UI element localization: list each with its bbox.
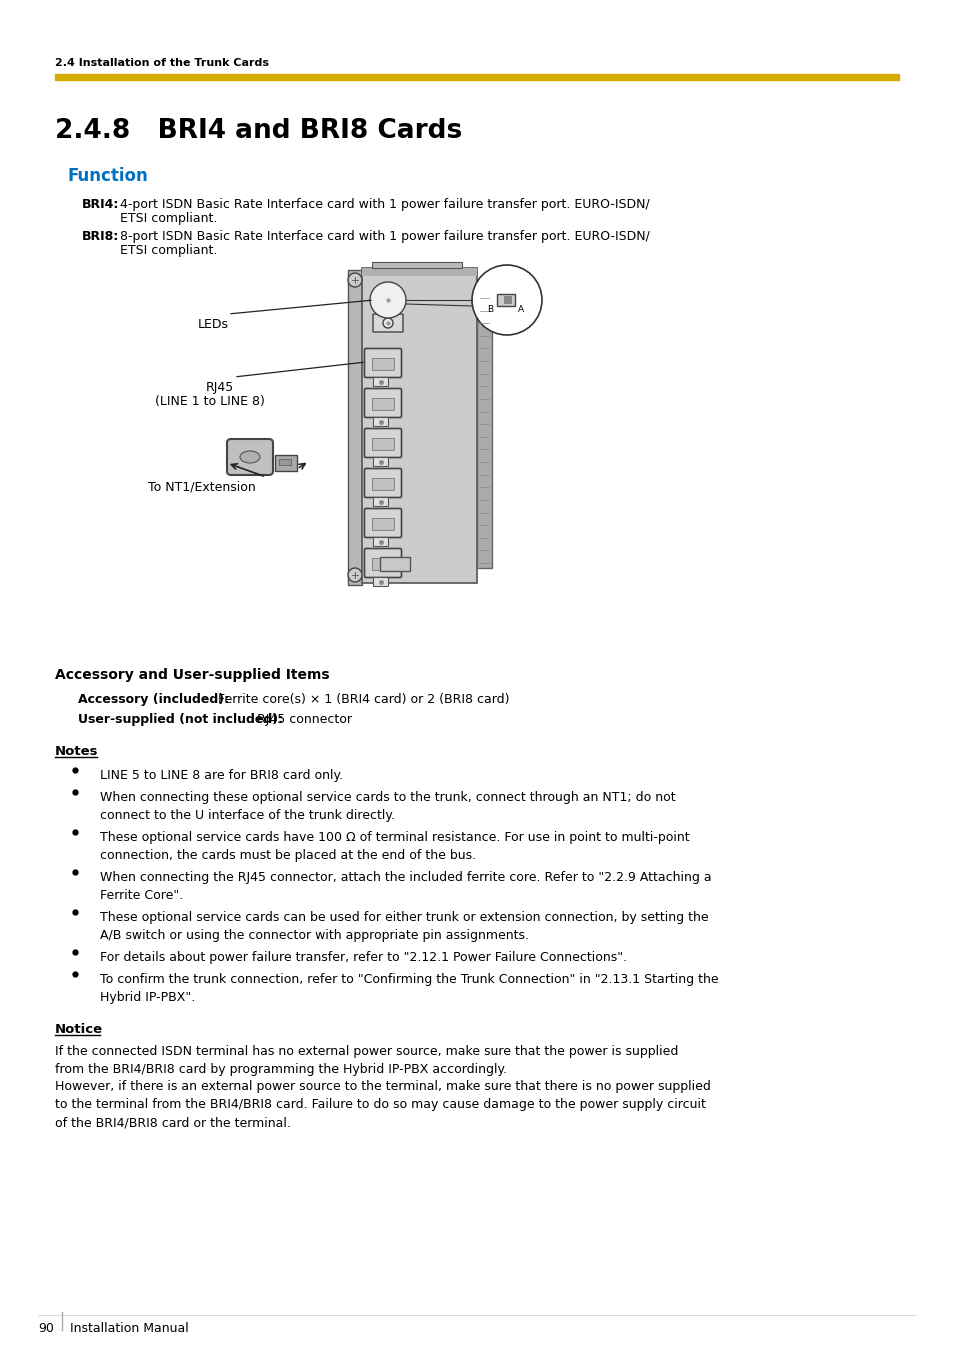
Text: User-supplied (not included):: User-supplied (not included): bbox=[78, 713, 283, 725]
Text: BRI4:: BRI4: bbox=[82, 199, 119, 211]
Bar bbox=[55, 74, 898, 80]
FancyBboxPatch shape bbox=[274, 455, 296, 471]
FancyBboxPatch shape bbox=[374, 458, 388, 466]
FancyBboxPatch shape bbox=[373, 313, 402, 332]
Bar bbox=[372, 517, 394, 530]
Text: Ferrite core(s) × 1 (BRI4 card) or 2 (BRI8 card): Ferrite core(s) × 1 (BRI4 card) or 2 (BR… bbox=[213, 693, 509, 707]
Circle shape bbox=[348, 273, 361, 286]
FancyBboxPatch shape bbox=[364, 349, 401, 377]
FancyBboxPatch shape bbox=[227, 439, 273, 476]
Text: If the connected ISDN terminal has no external power source, make sure that the : If the connected ISDN terminal has no ex… bbox=[55, 1046, 678, 1075]
Bar bbox=[372, 262, 461, 267]
Text: LINE 5 to LINE 8 are for BRI8 card only.: LINE 5 to LINE 8 are for BRI8 card only. bbox=[100, 769, 343, 782]
Bar bbox=[379, 557, 410, 571]
Circle shape bbox=[382, 295, 393, 305]
Text: These optional service cards can be used for either trunk or extension connectio: These optional service cards can be used… bbox=[100, 911, 708, 942]
Bar bbox=[348, 270, 361, 585]
Text: These optional service cards have 100 Ω of terminal resistance. For use in point: These optional service cards have 100 Ω … bbox=[100, 831, 689, 862]
Text: B: B bbox=[486, 305, 493, 313]
FancyBboxPatch shape bbox=[497, 295, 515, 305]
FancyBboxPatch shape bbox=[374, 577, 388, 586]
Text: Notice: Notice bbox=[55, 1023, 103, 1036]
Bar bbox=[476, 293, 492, 567]
Bar bbox=[372, 558, 394, 570]
Text: Notes: Notes bbox=[55, 744, 98, 758]
FancyBboxPatch shape bbox=[364, 389, 401, 417]
Circle shape bbox=[370, 282, 406, 317]
Text: 90: 90 bbox=[38, 1323, 53, 1335]
Text: ETSI compliant.: ETSI compliant. bbox=[120, 212, 217, 226]
Bar bbox=[278, 459, 291, 465]
Text: For details about power failure transfer, refer to "2.12.1 Power Failure Connect: For details about power failure transfer… bbox=[100, 951, 626, 965]
Bar bbox=[372, 438, 394, 450]
Text: To NT1/Extension: To NT1/Extension bbox=[148, 481, 255, 494]
Bar bbox=[372, 478, 394, 490]
Text: 2.4 Installation of the Trunk Cards: 2.4 Installation of the Trunk Cards bbox=[55, 58, 269, 68]
Circle shape bbox=[348, 567, 361, 582]
Text: Accessory (included):: Accessory (included): bbox=[78, 693, 229, 707]
FancyBboxPatch shape bbox=[374, 417, 388, 427]
Text: LEDs: LEDs bbox=[198, 317, 229, 331]
Bar bbox=[361, 267, 476, 276]
Text: Function: Function bbox=[68, 168, 149, 185]
Text: However, if there is an external power source to the terminal, make sure that th: However, if there is an external power s… bbox=[55, 1079, 710, 1129]
Bar bbox=[372, 399, 394, 409]
FancyBboxPatch shape bbox=[374, 538, 388, 547]
Text: RJ45 connector: RJ45 connector bbox=[253, 713, 352, 725]
Text: RJ45: RJ45 bbox=[206, 381, 234, 394]
Text: Installation Manual: Installation Manual bbox=[70, 1323, 189, 1335]
Text: Accessory and User-supplied Items: Accessory and User-supplied Items bbox=[55, 667, 330, 682]
Bar bbox=[361, 267, 476, 584]
Text: BRI8:: BRI8: bbox=[82, 230, 119, 243]
Text: 2.4.8   BRI4 and BRI8 Cards: 2.4.8 BRI4 and BRI8 Cards bbox=[55, 118, 462, 145]
FancyBboxPatch shape bbox=[373, 290, 402, 309]
Text: ETSI compliant.: ETSI compliant. bbox=[120, 245, 217, 257]
FancyBboxPatch shape bbox=[364, 508, 401, 538]
FancyBboxPatch shape bbox=[374, 377, 388, 386]
Text: A: A bbox=[517, 305, 523, 313]
Ellipse shape bbox=[240, 451, 260, 463]
Text: To confirm the trunk connection, refer to "Confirming the Trunk Connection" in ": To confirm the trunk connection, refer t… bbox=[100, 973, 718, 1004]
Text: When connecting the RJ45 connector, attach the included ferrite core. Refer to ": When connecting the RJ45 connector, atta… bbox=[100, 871, 711, 902]
Circle shape bbox=[382, 317, 393, 328]
FancyBboxPatch shape bbox=[374, 497, 388, 507]
FancyBboxPatch shape bbox=[364, 469, 401, 497]
Text: 4-port ISDN Basic Rate Interface card with 1 power failure transfer port. EURO-I: 4-port ISDN Basic Rate Interface card wi… bbox=[120, 199, 649, 211]
Text: 8-port ISDN Basic Rate Interface card with 1 power failure transfer port. EURO-I: 8-port ISDN Basic Rate Interface card wi… bbox=[120, 230, 649, 243]
Circle shape bbox=[472, 265, 541, 335]
Bar bbox=[503, 296, 512, 304]
Text: When connecting these optional service cards to the trunk, connect through an NT: When connecting these optional service c… bbox=[100, 790, 675, 821]
FancyBboxPatch shape bbox=[364, 428, 401, 458]
Text: (LINE 1 to LINE 8): (LINE 1 to LINE 8) bbox=[154, 394, 265, 408]
Bar bbox=[372, 358, 394, 370]
FancyBboxPatch shape bbox=[364, 549, 401, 577]
